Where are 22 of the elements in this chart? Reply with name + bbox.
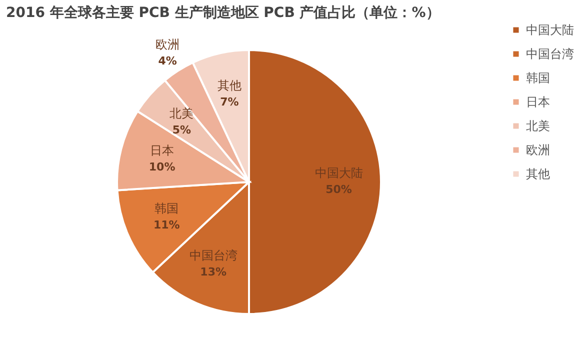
slice-label: 其他 [217,78,242,92]
data-label: 4% [158,54,177,68]
legend-label: 中国大陆 [526,23,574,37]
slice-label: 韩国 [154,202,179,216]
legend-label: 中国台湾 [526,47,574,61]
data-label: 10% [148,160,176,174]
legend-label: 欧洲 [526,143,550,157]
legend-label: 日本 [526,95,550,109]
data-label: 50% [326,183,352,196]
slice-label: 中国大陆 [314,166,363,180]
slice-label: 欧洲 [156,38,180,52]
slice-label: 中国台湾 [189,248,238,262]
data-label: 13% [200,265,227,278]
data-label: 5% [172,124,192,137]
legend-label: 韩国 [526,71,550,85]
slice-label: 北美 [170,106,194,121]
legend-label: 其他 [526,167,550,181]
data-label: 7% [220,95,239,108]
chart-title: 2016 年全球各主要 PCB 生产制造地区 PCB 产值占比（单位：%） [6,4,440,21]
slice-label: 日本 [150,144,174,158]
data-label: 11% [153,218,180,232]
legend-label: 北美 [526,119,550,133]
